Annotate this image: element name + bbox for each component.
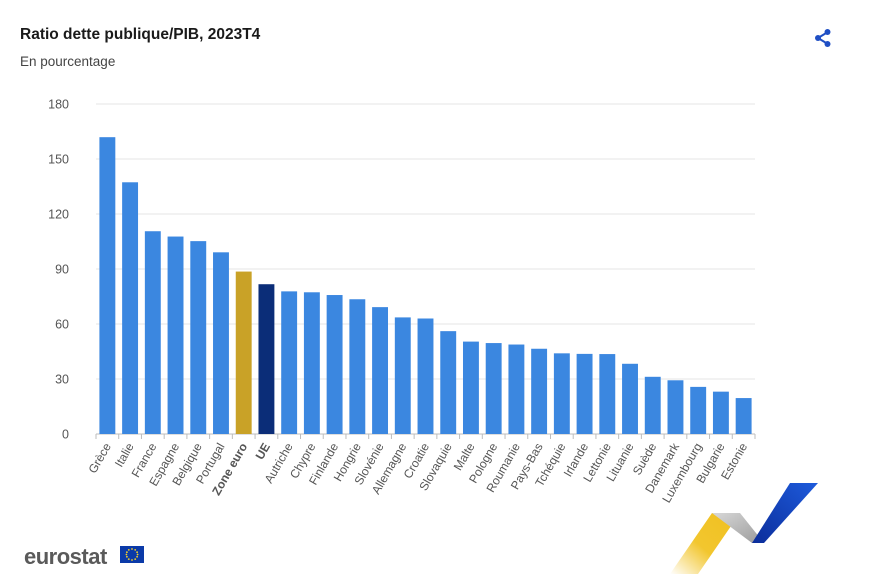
bar[interactable] <box>303 292 320 434</box>
bar[interactable] <box>167 236 184 434</box>
bar[interactable] <box>144 231 161 434</box>
x-tick-label: Grèce <box>85 440 114 476</box>
bars <box>99 137 752 435</box>
y-tick-label: 30 <box>55 373 69 387</box>
bar[interactable] <box>394 317 411 434</box>
bar[interactable] <box>213 252 229 434</box>
bar[interactable] <box>258 284 275 434</box>
bar[interactable] <box>440 331 457 434</box>
bar[interactable] <box>712 391 729 434</box>
bar[interactable] <box>462 341 479 434</box>
bar[interactable] <box>235 271 252 434</box>
bar[interactable] <box>349 299 366 434</box>
bar[interactable] <box>485 343 502 434</box>
bar[interactable] <box>326 295 343 434</box>
bar[interactable] <box>690 386 707 434</box>
share-icon[interactable] <box>812 27 834 49</box>
bar[interactable] <box>508 344 525 434</box>
y-tick-label: 0 <box>62 428 69 442</box>
bar[interactable] <box>622 363 638 434</box>
y-tick-label: 90 <box>55 263 69 277</box>
y-tick-label: 150 <box>48 153 69 167</box>
bar[interactable] <box>417 318 434 435</box>
x-axis: GrèceItalieFranceEspagneBelgiquePortugal… <box>85 434 756 505</box>
bar[interactable] <box>667 380 684 434</box>
chart-subtitle: En pourcentage <box>20 54 116 69</box>
x-tick-label: UE <box>253 441 273 462</box>
y-tick-label: 120 <box>48 208 69 222</box>
bar[interactable] <box>281 291 298 434</box>
eu-flag-icon <box>120 546 144 563</box>
bar[interactable] <box>122 182 139 434</box>
y-axis: 0 30 60 90 120 150 180 <box>48 98 69 442</box>
eurostat-logo-text: eurostat <box>24 544 107 569</box>
y-tick-label: 180 <box>48 98 69 112</box>
bar[interactable] <box>599 354 616 434</box>
bar[interactable] <box>190 241 207 434</box>
bar[interactable] <box>531 348 548 434</box>
bar[interactable] <box>372 307 389 434</box>
decorative-ribbon <box>660 478 830 578</box>
bar[interactable] <box>576 353 593 434</box>
chart-title: Ratio dette publique/PIB, 2023T4 <box>20 26 261 43</box>
bar[interactable] <box>644 376 661 434</box>
bar[interactable] <box>99 137 116 434</box>
y-tick-label: 60 <box>55 318 69 332</box>
bar[interactable] <box>553 353 570 434</box>
bar[interactable] <box>735 398 752 434</box>
